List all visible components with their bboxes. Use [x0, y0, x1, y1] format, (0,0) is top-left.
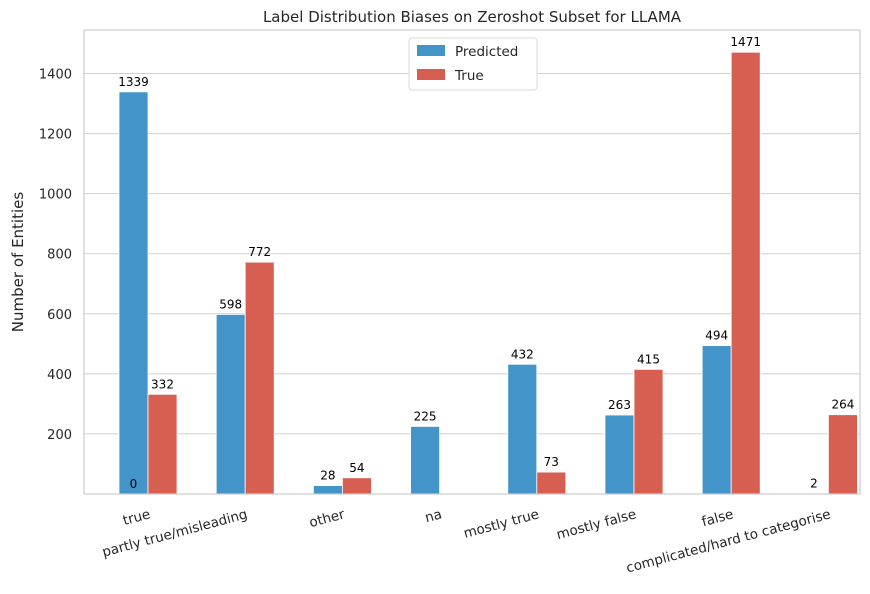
bar-predicted-6 — [701, 345, 732, 495]
gridlines — [84, 73, 860, 435]
chart-title: Label Distribution Biases on Zeroshot Su… — [263, 8, 682, 26]
bar-predicted-5 — [604, 414, 635, 495]
y-tick-label: 1400 — [39, 68, 72, 83]
bar-predicted-1 — [215, 314, 246, 495]
bar-true-2 — [341, 477, 372, 495]
bar-true-6 — [730, 51, 761, 495]
data-label: 432 — [511, 347, 534, 361]
data-label: 332 — [151, 377, 174, 391]
bar-true-7 — [828, 414, 858, 495]
data-label: 263 — [608, 398, 631, 412]
data-label: 598 — [219, 297, 242, 311]
legend: Predicted True — [408, 37, 538, 91]
x-tick-label: mostly false — [555, 506, 638, 543]
data-label: 225 — [414, 409, 437, 423]
x-tick-label: mostly true — [462, 506, 541, 542]
y-tick-label: 1000 — [39, 188, 72, 203]
legend-label-predicted: Predicted — [455, 44, 518, 60]
x-tick-label: true — [121, 506, 152, 529]
legend-swatch-true — [417, 69, 445, 80]
y-tick-label: 800 — [47, 248, 72, 263]
data-label: 772 — [248, 245, 271, 259]
y-tick-label: 600 — [47, 308, 72, 323]
bar-true-0 — [147, 393, 178, 495]
y-axis-label: Number of Entities — [9, 192, 27, 333]
y-tick-labels: 200 400 600 800 1000 1200 1400 — [39, 68, 72, 443]
data-label: 264 — [831, 398, 854, 412]
data-label: 1471 — [730, 35, 761, 49]
data-labels: 1339 0 598 28 225 432 263 494 2 332 772 54 73 415 1471… — [118, 35, 854, 491]
y-tick-label: 200 — [47, 428, 72, 443]
bar-true-4 — [536, 471, 567, 495]
data-label: 494 — [705, 329, 728, 343]
legend-swatch-predicted — [417, 45, 445, 56]
x-tick-label: other — [308, 506, 347, 531]
bar-extra — [118, 91, 149, 495]
y-tick-label: 1200 — [39, 128, 72, 143]
plot-frame — [83, 29, 861, 495]
data-label: 54 — [349, 461, 364, 475]
data-label: 73 — [544, 455, 559, 469]
y-tick-label: 400 — [47, 368, 72, 383]
bar-true-5 — [633, 368, 664, 495]
bar-predicted-4 — [507, 363, 538, 495]
data-label: 2 — [810, 476, 818, 490]
bar-predicted-2 — [312, 485, 343, 495]
data-label: 415 — [637, 352, 660, 366]
data-label: 0 — [130, 477, 138, 491]
x-tick-label: na — [423, 506, 443, 526]
bars — [118, 51, 858, 495]
data-label: 28 — [320, 469, 335, 483]
data-label: 1339 — [118, 75, 149, 89]
x-tick-label: false — [700, 506, 735, 530]
legend-label-true: True — [454, 68, 484, 84]
bar-true-1 — [244, 261, 275, 495]
bar-predicted-3 — [410, 426, 441, 495]
